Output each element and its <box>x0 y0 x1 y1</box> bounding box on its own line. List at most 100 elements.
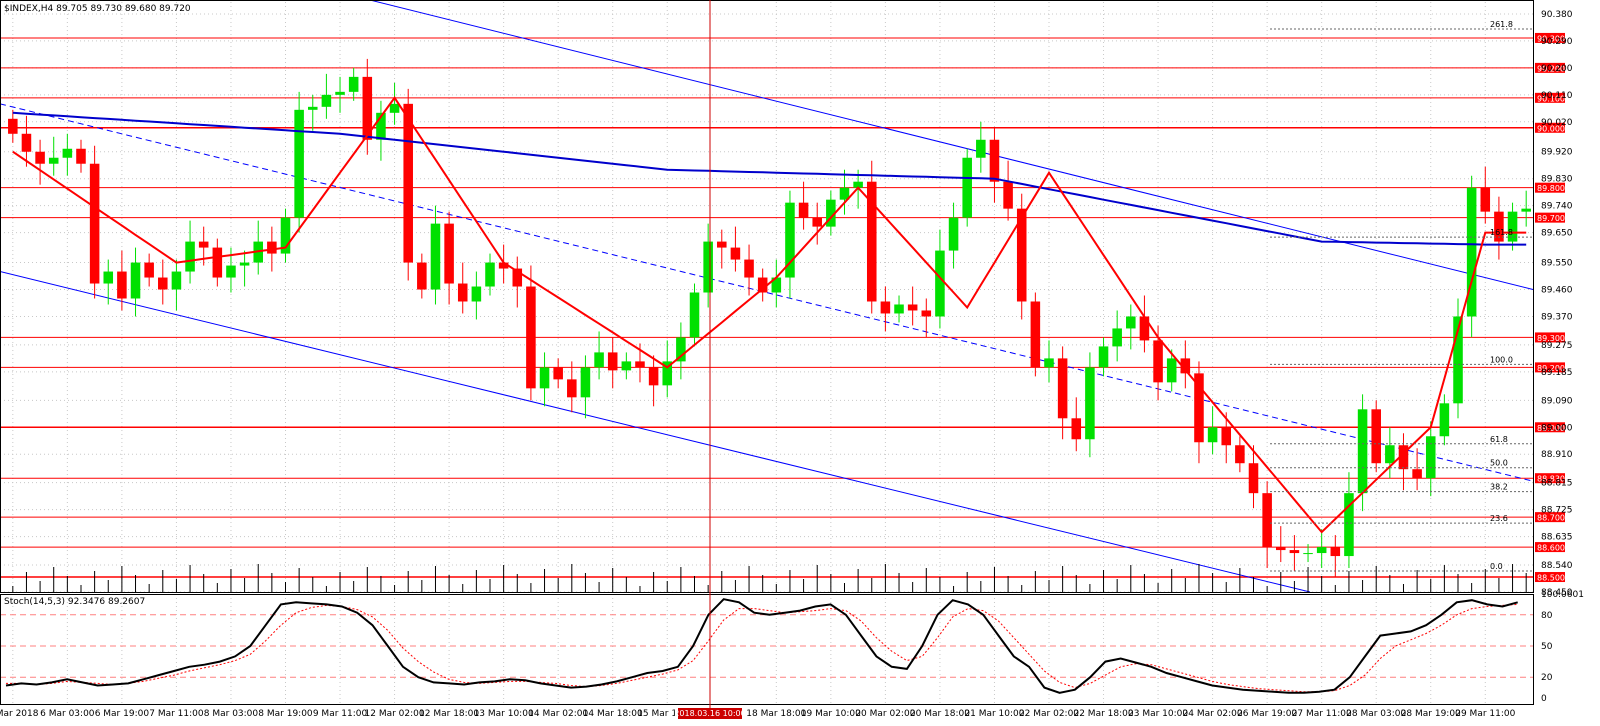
candle-body <box>839 187 850 200</box>
candle <box>989 127 1000 203</box>
x-tick-label: 8 Mar 19:00 <box>258 709 313 719</box>
candle-body <box>648 367 659 386</box>
candle-body <box>1344 493 1354 557</box>
level-tag-label: 90.200 <box>1537 64 1565 73</box>
y-tick-label: 90.200 <box>1541 64 1573 74</box>
x-tick-label: 28 Mar 03:00 <box>1346 709 1406 719</box>
candle <box>1439 394 1450 446</box>
candle <box>62 133 73 176</box>
x-tick-label: 14 Mar 02:00 <box>528 709 588 719</box>
stoch-y-tick-label: 100.0601 <box>1541 590 1584 600</box>
price-grid <box>0 2 1533 704</box>
candle <box>48 136 59 176</box>
candle-body <box>89 163 100 284</box>
y-tick-label: 89.275 <box>1541 341 1573 351</box>
candle-body <box>117 271 127 299</box>
candle-body <box>580 367 591 398</box>
candle <box>539 352 550 407</box>
candle <box>976 121 986 173</box>
candle-body <box>1480 187 1491 212</box>
x-tick-label: 5 Mar 2018 <box>0 709 39 719</box>
candle <box>144 253 154 287</box>
candle <box>1057 346 1068 440</box>
candle-body <box>1453 316 1463 404</box>
candle <box>1166 349 1177 392</box>
fib-label: 100.0 <box>1490 355 1513 364</box>
candle-body <box>1303 553 1313 555</box>
x-tick-label: 22 Mar 02:00 <box>1019 709 1079 719</box>
candle-body <box>1248 463 1259 494</box>
x-tick-label: 8 Mar 03:00 <box>204 709 259 719</box>
candle <box>1412 448 1422 491</box>
candle <box>826 190 836 236</box>
candle <box>935 229 945 329</box>
stoch-signal-line <box>6 603 1518 693</box>
x-tick-label: 6 Mar 19:00 <box>95 709 150 719</box>
y-tick-label: 89.550 <box>1541 259 1573 269</box>
candle <box>376 100 386 161</box>
level-tag-label: 89.300 <box>1537 334 1565 343</box>
candle-body <box>689 292 700 338</box>
x-tick-label: 27 Mar 11:00 <box>1292 709 1352 719</box>
candle <box>1371 400 1381 473</box>
candle <box>1003 160 1013 221</box>
candle <box>553 358 563 389</box>
candle <box>1139 295 1150 353</box>
candle-body <box>294 109 304 218</box>
candle <box>1466 175 1477 338</box>
candle <box>866 160 877 314</box>
stoch-y-tick-label: 80 <box>1541 611 1553 621</box>
candle <box>798 181 809 230</box>
candle <box>1112 310 1122 362</box>
candle-body <box>962 157 972 218</box>
candle-body <box>935 250 945 317</box>
candle-body <box>676 337 686 362</box>
candle <box>103 259 114 305</box>
fib-label: 0.0 <box>1490 562 1503 571</box>
fib-label: 38.2 <box>1490 483 1508 492</box>
candle-body <box>198 241 209 248</box>
candle-body <box>376 112 386 140</box>
candle-body <box>307 106 318 110</box>
candle-body <box>703 241 713 293</box>
candle <box>594 331 604 380</box>
candle <box>417 253 427 299</box>
candle-body <box>1466 187 1477 317</box>
candle-body <box>144 262 154 278</box>
candle-body <box>471 286 482 302</box>
candle-body <box>1003 181 1013 209</box>
x-tick-label: 14 Mar 18:00 <box>583 709 643 719</box>
candle-body <box>1030 301 1041 368</box>
candle-body <box>1235 445 1245 464</box>
candle-body <box>594 352 604 368</box>
candle <box>907 286 918 326</box>
candle <box>1016 193 1027 320</box>
candle <box>948 202 959 269</box>
level-tag-label: 90.300 <box>1537 34 1565 43</box>
level-tag <box>1535 182 1565 193</box>
level-tag-label: 88.500 <box>1537 574 1565 583</box>
candle <box>921 298 932 338</box>
candle-body <box>948 217 959 251</box>
x-tick-label: 24 Mar 02:00 <box>1183 709 1243 719</box>
level-tag-label: 89.800 <box>1537 184 1565 193</box>
candle <box>771 259 782 308</box>
y-tick-label: 88.540 <box>1541 561 1573 571</box>
ma-fast-line <box>12 96 1527 534</box>
candle <box>307 94 318 131</box>
candle <box>744 244 754 296</box>
candle-body <box>907 304 918 311</box>
x-tick-label: 29 Mar 11:00 <box>1455 709 1515 719</box>
candle <box>689 283 700 347</box>
candle-body <box>1207 427 1218 443</box>
candle-body <box>171 271 182 290</box>
candle <box>403 88 413 281</box>
candle-body <box>1098 346 1109 368</box>
y-tick-label: 89.830 <box>1541 175 1573 185</box>
candle-body <box>35 151 45 164</box>
y-tick-label: 89.370 <box>1541 312 1573 322</box>
candle <box>1330 535 1341 578</box>
y-tick-label: 89.460 <box>1541 286 1573 296</box>
candle-body <box>362 76 373 140</box>
